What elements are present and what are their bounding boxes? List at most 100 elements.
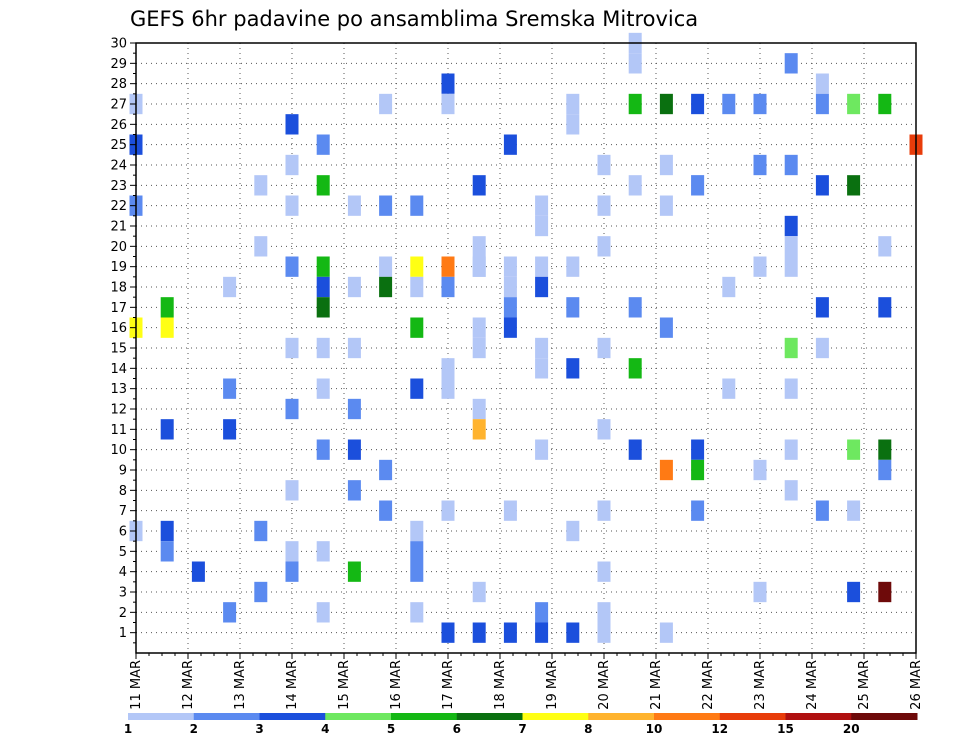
heatmap-cell <box>535 215 549 237</box>
heatmap-cell <box>535 195 549 216</box>
heatmap-cell <box>285 541 299 562</box>
heatmap-cell <box>441 93 455 115</box>
heatmap-cell <box>285 398 299 420</box>
y-tick-label: 3 <box>119 586 127 601</box>
heatmap-cell <box>160 297 174 318</box>
heatmap-cell <box>441 276 455 298</box>
heatmap-cell <box>316 541 330 562</box>
heatmap-cell <box>316 602 330 623</box>
heatmap-cell <box>628 358 642 379</box>
heatmap-cell <box>347 480 361 501</box>
heatmap-cell <box>160 419 174 440</box>
y-tick-label: 16 <box>110 321 127 336</box>
x-tick-label: 18 MAR <box>493 660 508 710</box>
heatmap-cell <box>410 541 424 562</box>
heatmap-cell <box>628 53 642 74</box>
heatmap-cell <box>316 378 330 399</box>
heatmap-cell <box>472 317 486 338</box>
y-axis: 1234567891011121314151617181920212223242… <box>110 37 136 644</box>
y-tick-label: 1 <box>119 626 127 641</box>
heatmap-cell <box>535 276 549 298</box>
y-tick-label: 11 <box>110 423 127 438</box>
heatmap-cell <box>254 236 268 257</box>
heatmap-cell <box>503 297 517 318</box>
plot-area <box>129 32 923 654</box>
heatmap-cell <box>659 93 673 115</box>
legend-swatch <box>851 713 918 720</box>
heatmap-cell <box>160 317 174 338</box>
heatmap-cell <box>878 459 892 481</box>
legend-swatch <box>128 713 195 720</box>
heatmap-cell <box>784 378 798 399</box>
y-tick-label: 12 <box>110 403 127 418</box>
heatmap-cell <box>410 561 424 582</box>
heatmap-cell <box>566 297 580 318</box>
heatmap-cell <box>784 480 798 501</box>
heatmap-cell <box>784 215 798 237</box>
legend-label: 20 <box>843 722 860 736</box>
legend-swatch <box>719 713 786 720</box>
y-tick-label: 19 <box>110 260 127 275</box>
heatmap-cell <box>784 154 798 176</box>
heatmap-cell <box>410 256 424 277</box>
heatmap-cell <box>535 256 549 277</box>
heatmap-cell <box>659 317 673 338</box>
heatmap-cell <box>691 93 705 115</box>
heatmap-cell <box>503 134 517 155</box>
heatmap-cell <box>160 520 174 542</box>
heatmap-cell <box>472 622 486 643</box>
heatmap-cell <box>691 439 705 460</box>
heatmap-cell <box>441 256 455 277</box>
heatmap-cell <box>379 500 393 521</box>
heatmap-cell <box>535 602 549 623</box>
heatmap-cell <box>815 73 829 94</box>
heatmap-cell <box>285 337 299 359</box>
heatmap-cell <box>878 236 892 257</box>
x-tick-label: 21 MAR <box>649 660 664 710</box>
heatmap-cell <box>784 337 798 359</box>
heatmap-cell <box>597 195 611 216</box>
heatmap-cell <box>597 337 611 359</box>
heatmap-cell <box>347 337 361 359</box>
x-tick-label: 16 MAR <box>389 660 404 710</box>
heatmap-cell <box>472 419 486 440</box>
heatmap-cell <box>566 114 580 135</box>
heatmap-cell <box>722 276 736 298</box>
legend-label: 4 <box>321 722 329 736</box>
heatmap-cell <box>847 175 861 196</box>
heatmap-cell <box>597 622 611 643</box>
y-tick-label: 23 <box>110 179 127 194</box>
heatmap-cell <box>878 93 892 115</box>
legend-swatch <box>193 713 260 720</box>
heatmap-cell <box>285 195 299 216</box>
legend-swatch <box>654 713 721 720</box>
heatmap-cell <box>535 337 549 359</box>
heatmap-cell <box>566 256 580 277</box>
heatmap-cell <box>753 581 767 603</box>
heatmap-cell <box>347 561 361 582</box>
y-tick-label: 2 <box>119 606 127 621</box>
heatmap-cell <box>847 93 861 115</box>
y-tick-label: 20 <box>110 240 127 255</box>
x-tick-label: 26 MAR <box>909 660 924 710</box>
heatmap-cell <box>597 561 611 582</box>
heatmap-cell <box>347 276 361 298</box>
heatmap-cell <box>254 581 268 603</box>
x-tick-label: 24 MAR <box>805 660 820 710</box>
x-tick-label: 19 MAR <box>545 660 560 710</box>
y-tick-label: 8 <box>119 484 127 499</box>
y-tick-label: 18 <box>110 281 127 296</box>
legend-swatch <box>391 713 458 720</box>
heatmap-cell <box>160 541 174 562</box>
heatmap-cell <box>191 561 205 582</box>
y-tick-label: 10 <box>110 443 127 458</box>
y-tick-label: 14 <box>110 362 127 377</box>
heatmap-cell <box>753 459 767 481</box>
heatmap-cell <box>535 622 549 643</box>
heatmap-cell <box>410 378 424 399</box>
y-tick-label: 27 <box>110 98 127 113</box>
x-axis: 11 MAR 12 MAR 13 MAR 14 MAR 15 MAR 16 MAR 17 M… <box>129 653 924 710</box>
heatmap-cell <box>784 236 798 257</box>
heatmap-cell <box>722 93 736 115</box>
heatmap-cell <box>410 317 424 338</box>
